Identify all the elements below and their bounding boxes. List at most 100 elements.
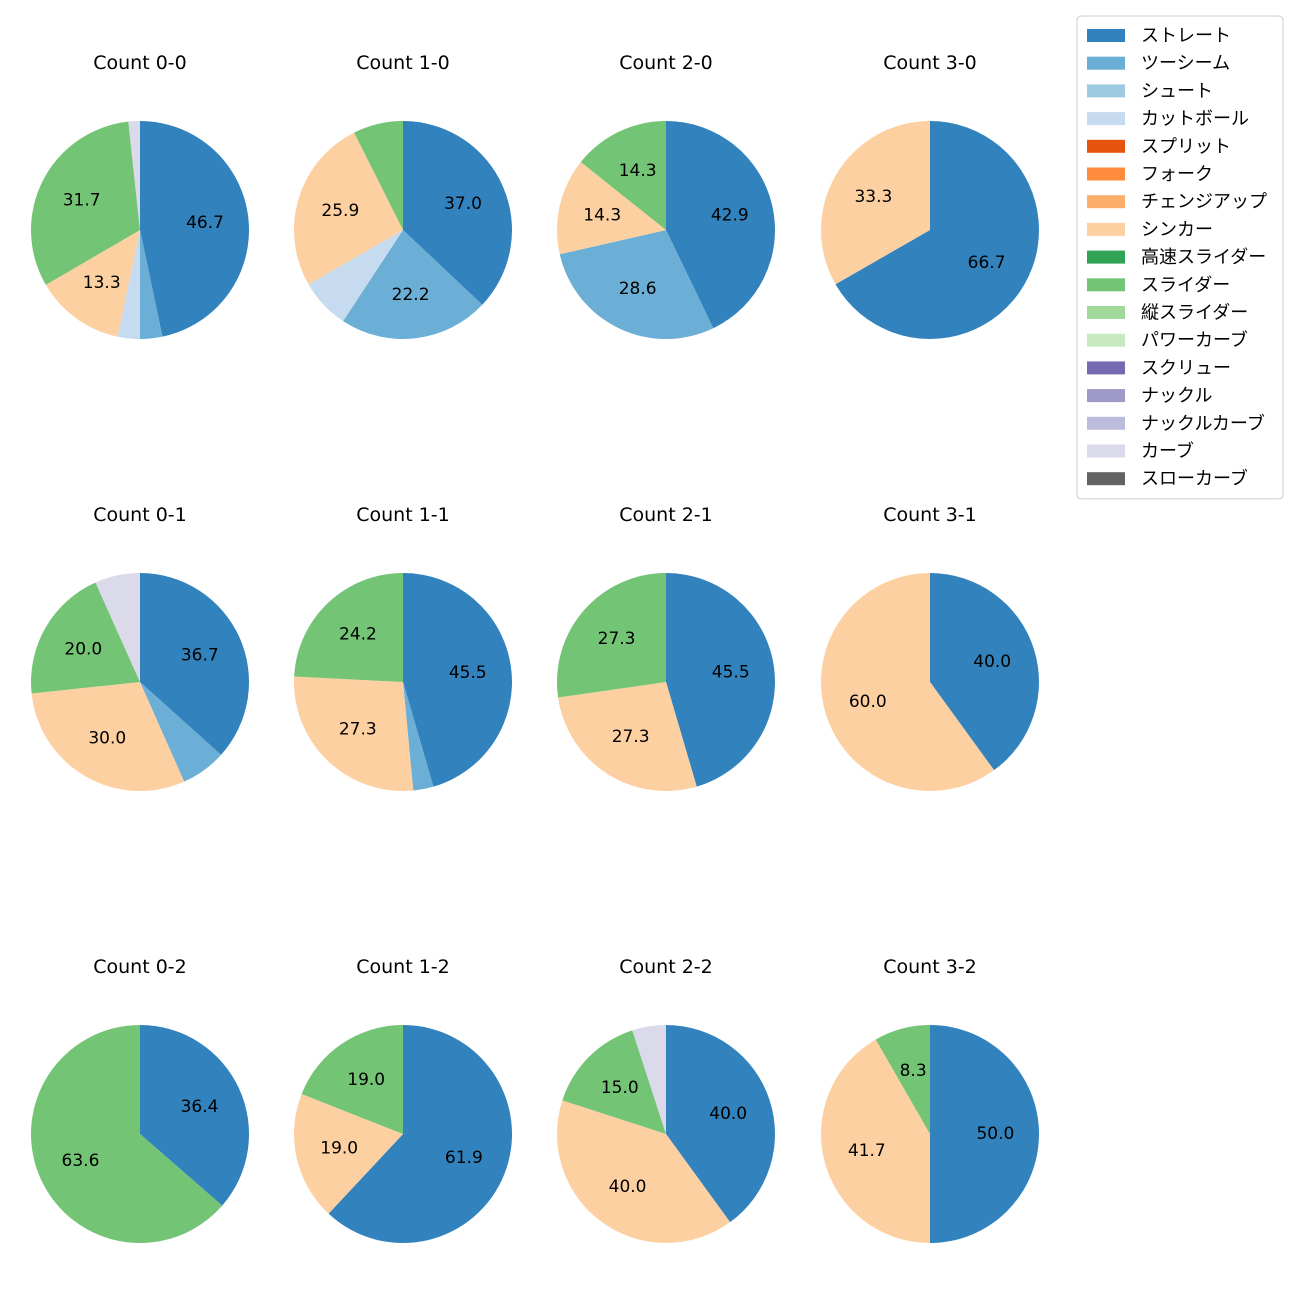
pie-slice: [632, 1025, 666, 1134]
legend-swatch: [1087, 444, 1125, 458]
legend-swatch: [1087, 139, 1125, 153]
pie-slice: [140, 1025, 249, 1206]
legend-swatch: [1087, 306, 1125, 319]
slice-label: 36.4: [181, 1097, 219, 1117]
pie-slice: [31, 121, 140, 285]
pie-slice: [556, 1100, 731, 1243]
pie-slice: [930, 1025, 1039, 1243]
slice-label: 37.0: [444, 194, 482, 214]
slice-label: 40.0: [609, 1177, 647, 1197]
slice-label: 46.7: [186, 213, 224, 233]
slice-label: 19.0: [347, 1070, 385, 1090]
legend-swatch: [1087, 333, 1125, 347]
legend-swatch: [1087, 472, 1125, 486]
pie-count-1-0: Count 1-0 37.0 22.2 25.9: [294, 52, 512, 339]
slice-label: 61.9: [445, 1148, 483, 1168]
pie-count-3-0: Count 3-0 66.7 33.3: [820, 52, 1039, 339]
pie-slice: [294, 573, 403, 682]
slice-label: 27.3: [598, 629, 636, 649]
legend-swatch: [1087, 167, 1125, 181]
legend-swatch: [1087, 250, 1125, 264]
pie-slice: [30, 1025, 223, 1243]
pie-slice: [140, 230, 163, 339]
pie-count-2-1: Count 2-1 45.5 27.3 27.3: [556, 504, 776, 791]
legend-label: チェンジアップ: [1141, 192, 1267, 213]
pie-slice: [293, 676, 414, 791]
pie-title: Count 1-1: [356, 504, 450, 526]
pie-count-1-2: Count 1-2 61.9 19.0 19.0: [293, 956, 512, 1243]
legend-label: カーブ: [1141, 440, 1194, 462]
slice-label: 60.0: [849, 692, 887, 712]
pie-slice: [403, 682, 434, 791]
pie-slice: [308, 230, 403, 322]
legend-swatch: [1087, 56, 1125, 70]
slice-label: 63.6: [62, 1151, 100, 1171]
legend-swatch: [1087, 112, 1125, 126]
pie-count-2-0: Count 2-0 42.9 28.6 14.3 14.3: [557, 52, 775, 339]
legend-swatch: [1087, 29, 1125, 42]
slice-label: 24.2: [339, 625, 377, 645]
pie-slice: [403, 121, 512, 305]
legend: ストレートツーシームシュートカットボールスプリットフォークチェンジアップシンカー…: [1076, 15, 1284, 500]
pie-slice: [117, 230, 140, 339]
legend-swatch: [1087, 389, 1125, 403]
slice-label: 45.5: [712, 663, 750, 683]
pie-slice: [557, 162, 666, 255]
legend-label: ツーシーム: [1141, 53, 1230, 74]
pie-slice: [294, 132, 403, 285]
pie-slice: [821, 572, 995, 791]
pie-slice: [140, 121, 249, 337]
slice-label: 28.6: [619, 279, 657, 299]
pie-slice: [301, 1025, 403, 1134]
slice-label: 22.2: [392, 285, 430, 305]
pie-slice: [562, 1030, 666, 1134]
pie-slice: [556, 573, 666, 698]
legend-swatch: [1087, 278, 1125, 292]
legend-label: スクリュー: [1141, 358, 1231, 379]
slice-label: 40.0: [973, 652, 1011, 672]
legend-label: スローカーブ: [1141, 468, 1248, 490]
slice-label: 27.3: [612, 727, 650, 747]
pie-slice: [666, 572, 776, 787]
legend-label: パワーカーブ: [1141, 329, 1248, 351]
pie-title: Count 0-0: [93, 52, 187, 74]
pie-count-0-2: Count 0-2 36.4 63.6: [30, 956, 249, 1243]
slice-label: 33.3: [854, 187, 892, 207]
slice-label: 31.7: [63, 190, 101, 210]
pie-count-1-1: Count 1-1 45.5 27.3 24.2: [293, 504, 513, 791]
slice-label: 14.3: [583, 205, 621, 225]
legend-label: ストレート: [1141, 26, 1231, 47]
pie-slice: [835, 121, 1039, 339]
pie-count-2-2: Count 2-2 40.0 40.0 15.0: [556, 956, 775, 1243]
pie-title: Count 2-0: [619, 52, 713, 74]
legend-label: カットボール: [1141, 109, 1249, 130]
legend-label: スプリット: [1141, 136, 1231, 157]
pie-slice: [666, 1025, 775, 1223]
legend-label: フォーク: [1141, 164, 1213, 185]
pie-slice: [343, 230, 483, 339]
pie-slice: [293, 1093, 403, 1214]
pie-count-0-0: Count 0-0 46.7 13.3 31.7: [31, 52, 249, 339]
pie-slice: [559, 230, 714, 339]
pie-title: Count 3-1: [883, 504, 977, 526]
slice-label: 30.0: [88, 729, 126, 749]
legend-label: ナックル: [1141, 386, 1212, 407]
slice-label: 8.3: [900, 1061, 927, 1081]
pie-slice: [354, 121, 403, 230]
pie-slice: [31, 682, 185, 791]
pie-count-3-1: Count 3-1 40.0 60.0: [821, 504, 1039, 791]
slice-label: 27.3: [339, 719, 377, 739]
slice-label: 20.0: [64, 639, 102, 659]
pie-slice: [45, 230, 140, 337]
pie-slice: [558, 682, 697, 791]
pie-slice: [128, 121, 140, 230]
pie-title: Count 2-2: [619, 956, 713, 978]
legend-swatch: [1087, 195, 1125, 209]
slice-label: 25.9: [321, 201, 359, 221]
slice-label: 19.0: [320, 1138, 358, 1158]
slice-label: 66.7: [968, 253, 1006, 273]
slice-label: 40.0: [709, 1104, 747, 1124]
slice-label: 14.3: [619, 161, 657, 181]
pie-title: Count 3-2: [883, 956, 977, 978]
